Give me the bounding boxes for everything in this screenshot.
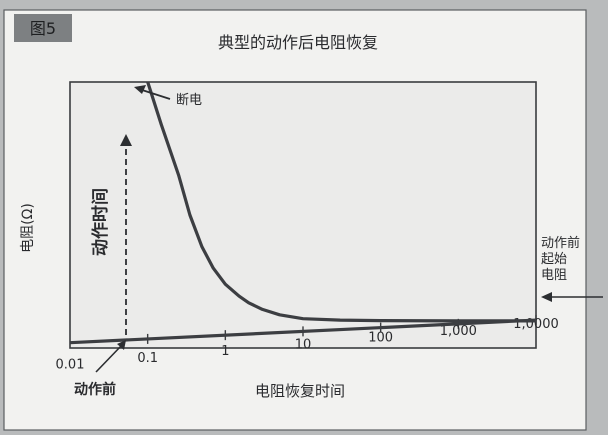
trip-arrow-line	[141, 89, 171, 100]
initial-resistance-label-1: 动作前	[541, 235, 580, 251]
trip-label: 断电	[176, 93, 202, 108]
x-tick-label: 0.01	[56, 358, 85, 373]
initial-resistance-label-3: 电阻	[541, 268, 567, 283]
trip-time-label: 动作时间	[90, 188, 111, 256]
baseline-line	[69, 318, 537, 345]
recovery-curve-line	[146, 81, 536, 323]
x-axis-label: 电阻恢复时间	[255, 382, 345, 400]
x-tick-label: 10	[295, 337, 312, 352]
plot-area	[69, 81, 537, 349]
figure-label: 图5	[30, 19, 56, 38]
chart-title: 典型的动作后电阻恢复	[218, 33, 378, 52]
trip-arrowhead	[134, 85, 146, 94]
x-tick-label: 0.1	[137, 351, 158, 366]
series-layer	[69, 81, 537, 345]
trip-time-arrowhead	[120, 134, 132, 146]
before-trip-label: 动作前	[74, 381, 116, 398]
figure-tab	[14, 14, 72, 42]
x-tick-label: 1,000	[440, 324, 477, 339]
x-ticks: 0.01 0.1 1 10 100 1,000 1,0000	[56, 315, 559, 373]
initial-resistance-label-2: 起始	[541, 252, 567, 267]
before-trip-arrowhead	[117, 340, 126, 350]
y-axis-label: 电阻(Ω)	[20, 203, 36, 253]
before-trip-pointer	[95, 344, 123, 373]
x-tick-label: 1	[221, 344, 229, 359]
x-tick-label: 100	[368, 331, 393, 346]
initial-resistance-arrowhead	[541, 292, 552, 302]
